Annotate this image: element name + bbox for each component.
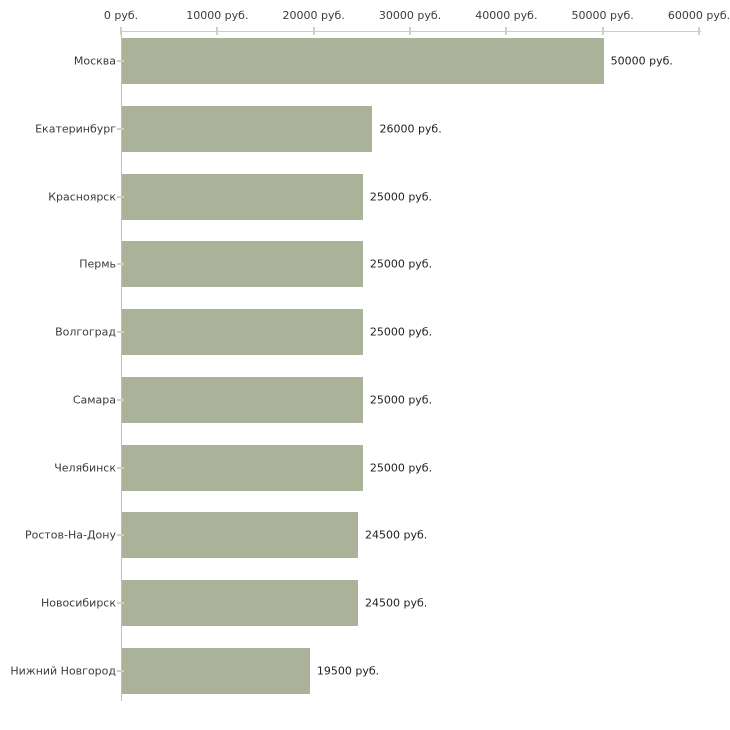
category-tick-mark bbox=[117, 466, 124, 469]
value-label: 25000 руб. bbox=[369, 325, 433, 339]
bar bbox=[122, 512, 359, 559]
x-axis-tick-label: 60000 руб. bbox=[667, 9, 730, 22]
category-label: Волгоград bbox=[55, 325, 116, 339]
x-axis-tick-mark bbox=[698, 27, 700, 35]
x-axis-tick-label: 10000 руб. bbox=[186, 9, 249, 22]
x-axis-tick-label: 20000 руб. bbox=[282, 9, 345, 22]
value-label: 26000 руб. bbox=[379, 122, 442, 136]
category-label: Москва bbox=[73, 54, 116, 68]
category-label: Челябинск bbox=[54, 461, 116, 475]
bar bbox=[122, 105, 373, 152]
category-label: Ростов-На-Дону bbox=[24, 528, 116, 542]
category-tick-mark bbox=[117, 398, 124, 401]
value-label: 25000 руб. bbox=[369, 393, 433, 407]
category-label: Красноярск bbox=[48, 190, 116, 204]
x-axis-tick-mark bbox=[216, 27, 219, 35]
category-tick-mark bbox=[117, 263, 124, 266]
x-axis-tick-mark bbox=[409, 27, 411, 35]
category-tick-mark bbox=[117, 127, 124, 130]
bar bbox=[122, 444, 363, 491]
value-label: 19500 руб. bbox=[316, 664, 380, 678]
y-axis-line bbox=[121, 31, 122, 701]
category-tick-mark bbox=[117, 670, 124, 673]
bar bbox=[122, 376, 363, 423]
value-label: 25000 руб. bbox=[369, 257, 433, 271]
category-tick-mark bbox=[117, 534, 124, 537]
value-label: 25000 руб. bbox=[369, 190, 433, 204]
value-label: 50000 руб. bbox=[610, 54, 673, 68]
category-label: Екатеринбург bbox=[35, 122, 116, 136]
value-label: 24500 руб. bbox=[365, 528, 428, 542]
bar bbox=[122, 580, 359, 627]
x-axis-tick-mark bbox=[312, 27, 315, 35]
category-label: Нижний Новгород bbox=[10, 664, 116, 678]
bar bbox=[122, 241, 363, 288]
bar bbox=[122, 173, 363, 220]
value-label: 25000 руб. bbox=[369, 461, 433, 475]
category-tick-mark bbox=[117, 331, 124, 334]
category-tick-mark bbox=[117, 602, 124, 605]
x-axis-tick-mark bbox=[505, 27, 508, 35]
x-axis-tick-label: 40000 руб. bbox=[475, 9, 538, 22]
x-axis-tick-label: 30000 руб. bbox=[378, 9, 442, 22]
category-label: Новосибирск bbox=[40, 596, 116, 610]
bar bbox=[122, 309, 363, 356]
value-label: 24500 руб. bbox=[365, 596, 428, 610]
category-tick-mark bbox=[117, 195, 124, 198]
x-axis-tick-mark bbox=[120, 27, 122, 35]
x-axis-line bbox=[121, 31, 701, 32]
bar bbox=[122, 38, 604, 84]
x-axis-tick-label: 50000 руб. bbox=[571, 9, 634, 22]
x-axis-tick-label: 0 руб. bbox=[103, 9, 139, 22]
bar bbox=[122, 648, 310, 695]
x-axis-tick-mark bbox=[601, 27, 604, 35]
category-label: Пермь bbox=[79, 257, 116, 271]
category-tick-mark bbox=[117, 60, 124, 62]
category-label: Самара bbox=[72, 393, 116, 407]
